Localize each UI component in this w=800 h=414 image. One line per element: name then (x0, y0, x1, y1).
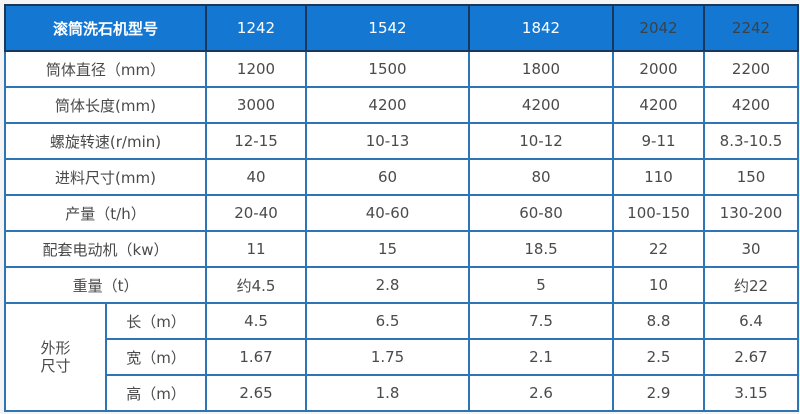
row-dimension-width: 宽（m） 1.67 1.75 2.1 2.5 2.67 (5, 338, 800, 376)
value-cell: 9-11 (612, 122, 706, 160)
value-cell: 5 (468, 266, 615, 304)
value-cell: 100-150 (612, 194, 706, 232)
value-cell: 约22 (703, 266, 800, 304)
value-cell: 1.67 (205, 338, 308, 376)
value-cell: 6.4 (703, 302, 800, 340)
drum-washer-spec-table: 滚筒洗石机型号 1242 1542 1842 2042 2242 筒体直径（mm… (3, 4, 800, 412)
value-cell: 1.8 (305, 374, 471, 412)
value-cell: 2.67 (703, 338, 800, 376)
row-label: 进料尺寸(mm) (3, 158, 208, 196)
value-cell: 10-13 (305, 122, 471, 160)
value-cell: 2.8 (305, 266, 471, 304)
dimension-label-line1: 外形 (40, 339, 71, 357)
header-model-2042: 2042 (612, 4, 706, 52)
value-cell: 2.6 (468, 374, 615, 412)
row-label: 配套电动机（kw） (3, 230, 208, 268)
row-label: 筒体长度(mm) (3, 86, 208, 124)
value-cell: 8.8 (612, 302, 706, 340)
row-feed-size: 进料尺寸(mm) 40 60 80 110 150 (3, 158, 800, 196)
dimension-section-label: 外形 尺寸 (4, 302, 107, 412)
value-cell: 1500 (305, 50, 471, 88)
value-cell: 2000 (612, 50, 706, 88)
header-model-1542: 1542 (305, 4, 471, 52)
row-motor-power: 配套电动机（kw） 11 15 18.5 22 30 (3, 230, 800, 268)
row-label: 高（m） (104, 374, 208, 412)
value-cell: 10-12 (468, 122, 615, 160)
row-dimension-height: 高（m） 2.65 1.8 2.6 2.9 3.15 (5, 374, 800, 412)
row-cylinder-diameter: 筒体直径（mm） 1200 1500 1800 2000 2200 (3, 50, 800, 88)
header-model-1242: 1242 (205, 4, 308, 52)
value-cell: 1200 (205, 50, 308, 88)
value-cell: 2.9 (612, 374, 706, 412)
row-label: 长（m） (104, 302, 208, 340)
row-capacity: 产量（t/h） 20-40 40-60 60-80 100-150 130-20… (3, 194, 800, 232)
value-cell: 150 (703, 158, 800, 196)
value-cell: 12-15 (205, 122, 308, 160)
row-weight: 重量（t） 约4.5 2.8 5 10 约22 (3, 266, 800, 304)
row-label: 重量（t） (3, 266, 208, 304)
value-cell: 40 (205, 158, 308, 196)
value-cell: 1800 (468, 50, 615, 88)
value-cell: 约4.5 (205, 266, 308, 304)
row-label: 螺旋转速(r/min) (3, 122, 208, 160)
row-cylinder-length: 筒体长度(mm) 3000 4200 4200 4200 4200 (3, 86, 800, 124)
value-cell: 2.65 (205, 374, 308, 412)
value-cell: 4200 (612, 86, 706, 124)
value-cell: 7.5 (468, 302, 615, 340)
row-dimension-length: 外形 尺寸 长（m） 4.5 6.5 7.5 8.8 6.4 (4, 302, 800, 412)
value-cell: 60-80 (468, 194, 615, 232)
value-cell: 2.1 (468, 338, 615, 376)
value-cell: 10 (612, 266, 706, 304)
value-cell: 6.5 (305, 302, 471, 340)
value-cell: 4200 (703, 86, 800, 124)
header-model-2242: 2242 (703, 4, 800, 52)
dimension-label-line2: 尺寸 (40, 357, 71, 375)
value-cell: 4200 (468, 86, 615, 124)
spec-table-container: 滚筒洗石机型号 1242 1542 1842 2042 2242 筒体直径（mm… (3, 4, 800, 412)
value-cell: 1.75 (305, 338, 471, 376)
row-label: 产量（t/h） (3, 194, 208, 232)
table-header-row: 滚筒洗石机型号 1242 1542 1842 2042 2242 (3, 4, 800, 52)
value-cell: 20-40 (205, 194, 308, 232)
value-cell: 4200 (305, 86, 471, 124)
value-cell: 110 (612, 158, 706, 196)
value-cell: 4.5 (205, 302, 308, 340)
row-spiral-speed: 螺旋转速(r/min) 12-15 10-13 10-12 9-11 8.3-1… (3, 122, 800, 160)
value-cell: 22 (612, 230, 706, 268)
value-cell: 8.3-10.5 (703, 122, 800, 160)
value-cell: 2.5 (612, 338, 706, 376)
value-cell: 3.15 (703, 374, 800, 412)
row-label: 宽（m） (104, 338, 208, 376)
value-cell: 60 (305, 158, 471, 196)
value-cell: 2200 (703, 50, 800, 88)
value-cell: 30 (703, 230, 800, 268)
value-cell: 130-200 (703, 194, 800, 232)
table-title: 滚筒洗石机型号 (3, 4, 208, 52)
value-cell: 11 (205, 230, 308, 268)
header-model-1842: 1842 (468, 4, 615, 52)
row-label: 筒体直径（mm） (3, 50, 208, 88)
value-cell: 40-60 (305, 194, 471, 232)
value-cell: 80 (468, 158, 615, 196)
value-cell: 15 (305, 230, 471, 268)
value-cell: 3000 (205, 86, 308, 124)
value-cell: 18.5 (468, 230, 615, 268)
